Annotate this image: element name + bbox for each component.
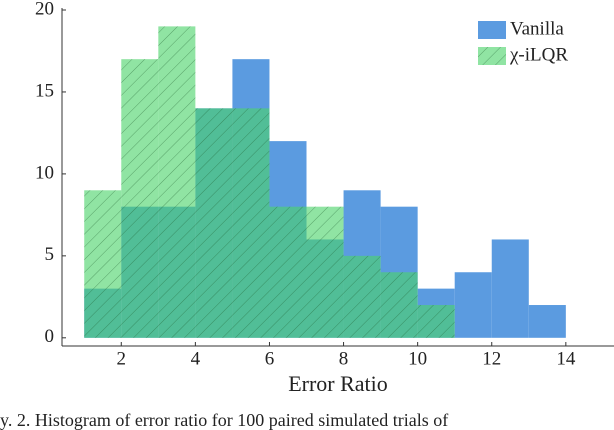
bar-hatch [269,206,307,338]
y-tick-label: 0 [45,326,55,347]
bar-hatch [306,206,344,338]
y-tick-label: 5 [45,244,55,265]
bar-hatch [232,108,270,338]
legend-swatch [478,21,506,39]
bar [528,305,566,338]
x-tick-label: 14 [556,348,576,369]
bar-hatch [158,26,196,338]
caption: y. 2. Histogram of error ratio for 100 p… [0,410,448,430]
y-tick-label: 15 [35,80,54,101]
x-tick-label: 10 [408,348,427,369]
bar-hatch [84,190,122,338]
x-tick-label: 4 [191,348,201,369]
x-tick-label: 6 [265,348,275,369]
bar-hatch [121,59,159,338]
y-tick-label: 10 [35,162,54,183]
x-tick-label: 8 [339,348,349,369]
x-tick-label: 12 [482,348,501,369]
bar-hatch [417,305,455,338]
y-tick-label: 20 [35,0,54,19]
legend-label: Vanilla [510,18,564,39]
bar [491,239,529,338]
x-tick-label: 2 [117,348,127,369]
bar-hatch [343,255,381,338]
legend-label: χ-iLQR [509,44,568,65]
bars [84,26,566,338]
legend-swatch-hatch [478,47,506,65]
bar [454,272,492,338]
bar-hatch [195,108,233,338]
bar-hatch [380,272,418,338]
x-axis-label: Error Ratio [288,371,388,396]
